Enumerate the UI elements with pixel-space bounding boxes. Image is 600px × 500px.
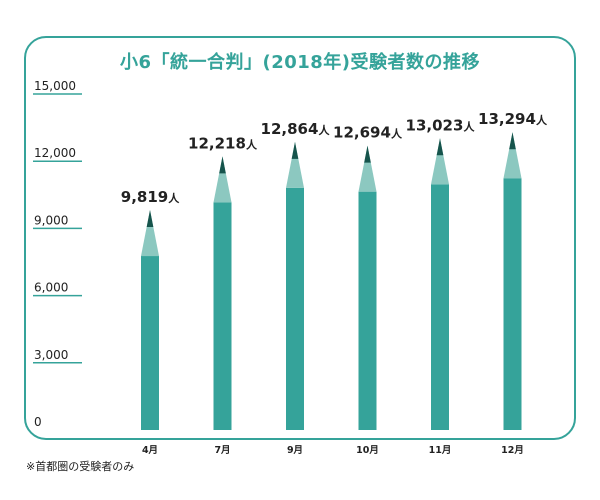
bar bbox=[503, 132, 522, 430]
bar-tip bbox=[286, 141, 304, 188]
data-label: 12,694人 bbox=[333, 124, 403, 142]
bar-body bbox=[503, 178, 522, 430]
bar-tip-point bbox=[509, 132, 516, 150]
bar bbox=[431, 138, 449, 430]
x-axis: 4月 7月 9月 10月 11月 12月 bbox=[142, 445, 524, 456]
bar-tip bbox=[141, 210, 159, 257]
y-axis: 0 3,000 6,000 9,000 12,000 15,000 bbox=[33, 79, 82, 429]
bar-tip bbox=[503, 132, 522, 179]
footnote: ※首都圏の受験者のみ bbox=[26, 460, 135, 473]
bars bbox=[141, 132, 522, 430]
x-tick-label: 10月 bbox=[356, 445, 379, 456]
bar bbox=[141, 210, 159, 430]
bar-tip bbox=[431, 138, 449, 185]
bar-tip bbox=[213, 156, 232, 203]
y-tick-label: 0 bbox=[34, 415, 42, 429]
x-tick-label: 7月 bbox=[214, 445, 230, 456]
x-tick-label: 9月 bbox=[287, 445, 303, 456]
bar-body bbox=[286, 187, 304, 430]
bar-body bbox=[358, 191, 377, 430]
bar-tip-point bbox=[364, 145, 371, 163]
chart-title: 小6「統一合判」(2018年)受験者数の推移 bbox=[119, 52, 481, 73]
data-label: 13,294人 bbox=[478, 110, 548, 128]
bar-tip bbox=[358, 145, 377, 192]
y-tick-label: 3,000 bbox=[34, 348, 68, 362]
y-tick-label: 6,000 bbox=[34, 281, 68, 295]
chart-frame bbox=[24, 36, 576, 440]
bar bbox=[358, 145, 377, 430]
y-tick-label: 9,000 bbox=[34, 213, 68, 227]
bar-tip-point bbox=[436, 138, 444, 156]
data-label: 12,218人 bbox=[188, 134, 258, 152]
bar-body bbox=[213, 202, 232, 430]
bar bbox=[286, 141, 304, 430]
x-tick-label: 11月 bbox=[429, 445, 452, 456]
bar-tip-point bbox=[219, 156, 226, 174]
data-label: 13,023人 bbox=[406, 116, 476, 134]
x-tick-label: 12月 bbox=[501, 445, 524, 456]
data-label: 12,864人 bbox=[261, 120, 331, 138]
data-label: 9,819人 bbox=[121, 188, 180, 206]
y-tick-label: 15,000 bbox=[34, 79, 76, 93]
bar-body bbox=[431, 184, 449, 430]
bar-tip-point bbox=[291, 141, 299, 159]
bar-body bbox=[141, 256, 159, 430]
x-tick-label: 4月 bbox=[142, 445, 158, 456]
bar bbox=[213, 156, 232, 430]
y-tick-label: 12,000 bbox=[34, 146, 76, 160]
bar-tip-point bbox=[146, 210, 154, 228]
